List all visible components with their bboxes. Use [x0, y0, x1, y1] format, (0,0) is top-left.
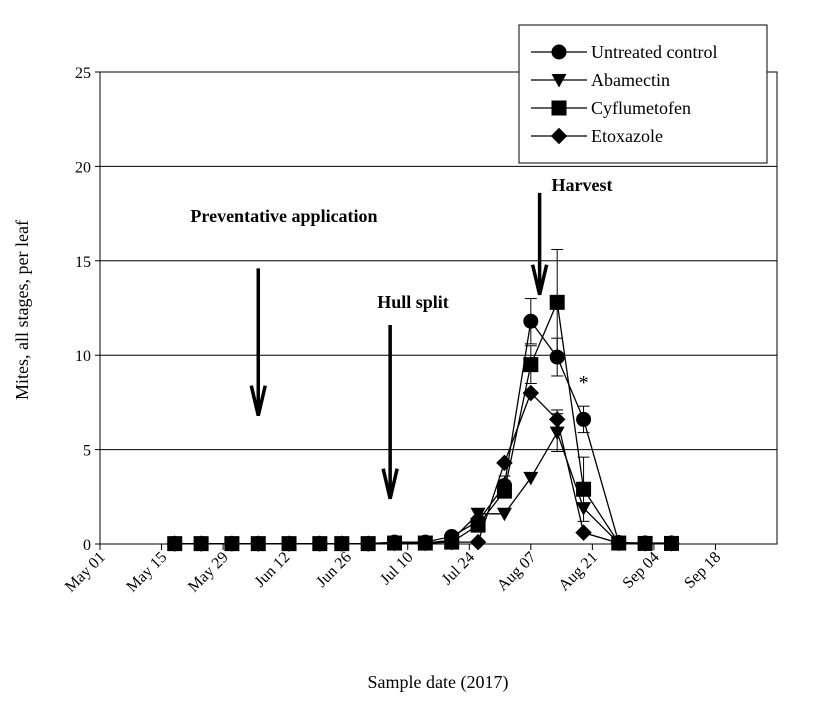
legend-marker-cyflumetofen: [551, 100, 567, 116]
series-markers: [166, 294, 680, 552]
legend-label-cyflumetofen: Cyflumetofen: [591, 98, 691, 118]
y-tick-label-10: 10: [75, 348, 91, 365]
x-tick-label-10: Sep 18: [681, 549, 724, 592]
point-etoxazole-1: [192, 535, 210, 552]
point-untreated-control-15: [576, 411, 592, 427]
y-tick-label-0: 0: [83, 537, 91, 554]
y-tick-label-20: 20: [75, 159, 91, 176]
x-tick-label-7: Aug 07: [494, 549, 540, 595]
axes: [99, 71, 778, 545]
error-bars: [498, 248, 590, 522]
point-abamectin-14: [549, 426, 565, 441]
y-tick-label-25: 25: [75, 65, 91, 82]
point-abamectin-11: [470, 507, 486, 522]
point-etoxazole-14: [548, 411, 566, 428]
point-cyflumetofen-15: [576, 481, 592, 497]
point-etoxazole-9: [417, 534, 434, 552]
point-cyflumetofen-14: [549, 294, 565, 310]
point-untreated-control-13: [523, 313, 539, 329]
y-tick-label-5: 5: [83, 443, 91, 460]
point-abamectin-15: [576, 502, 592, 516]
point-etoxazole-6: [333, 535, 351, 552]
point-etoxazole-12: [496, 454, 513, 472]
point-cyflumetofen-13: [523, 357, 539, 373]
point-cyflumetofen-12: [496, 483, 512, 499]
point-etoxazole-8: [386, 534, 403, 552]
point-etoxazole-2: [223, 535, 241, 552]
x-tick-label-9: Sep 04: [620, 549, 663, 592]
legend-label-untreated-control: Untreated control: [591, 42, 717, 62]
x-axis-label: Sample date (2017): [368, 672, 509, 693]
x-tick-label-2: May 29: [185, 549, 232, 596]
series-line-cyflumetofen: [174, 299, 672, 545]
annotation-label-1: Hull split: [377, 292, 449, 312]
point-cyflumetofen-11: [470, 517, 486, 533]
legend-marker-abamectin: [551, 74, 567, 88]
annotations: Preventative application Hull split Harves…: [190, 175, 613, 500]
x-tick-label-1: May 15: [123, 549, 170, 596]
legend-marker-untreated-control: [551, 44, 567, 60]
y-tick-label-15: 15: [75, 254, 91, 271]
point-etoxazole-17: [636, 535, 654, 552]
legend-label-etoxazole: Etoxazole: [591, 126, 663, 146]
annotation-label-0: Preventative application: [190, 206, 377, 226]
x-tick-label-8: Aug 21: [556, 549, 602, 595]
point-etoxazole-10: [443, 533, 460, 551]
legend: Untreated control Abamectin Cyflumetofen Et…: [518, 24, 768, 164]
point-etoxazole-13: [522, 384, 540, 402]
point-untreated-control-14: [549, 349, 565, 365]
y-axis-ticks: 0 5 10 15 20 25: [75, 65, 100, 554]
point-abamectin-12: [496, 507, 512, 522]
point-etoxazole-3: [250, 535, 267, 552]
point-etoxazole-18: [663, 535, 680, 552]
legend-marker-etoxazole: [550, 127, 568, 145]
x-tick-label-3: Jun 12: [252, 549, 294, 591]
point-etoxazole-4: [280, 535, 298, 552]
point-etoxazole-0: [166, 535, 183, 552]
point-abamectin-13: [523, 471, 539, 486]
plot-frame: [99, 71, 778, 545]
point-etoxazole-15: [575, 524, 592, 541]
point-etoxazole-11: [469, 533, 487, 551]
x-tick-label-6: Jul 24: [439, 549, 478, 588]
x-tick-label-5: Jul 10: [377, 549, 416, 588]
x-tick-label-4: Jun 26: [313, 549, 355, 591]
x-tick-label-0: May 01: [62, 549, 109, 596]
point-etoxazole-7: [359, 535, 377, 552]
x-axis-ticks: May 01 May 15 May 29 Jun 12 Jun 26 Jul 10 Jul …: [62, 544, 724, 596]
annotation-label-2: Harvest: [552, 175, 613, 195]
legend-label-abamectin: Abamectin: [591, 70, 670, 90]
y-axis-label: Mites, all stages, per leaf: [12, 220, 32, 400]
annotation-arrow-head-1: [381, 468, 399, 500]
annotation-asterisk: *: [579, 372, 589, 394]
point-etoxazole-5: [311, 535, 329, 552]
annotation-arrow-head-0: [249, 385, 267, 417]
series-lines: [174, 299, 672, 545]
annotation-arrow-head-2: [530, 264, 549, 296]
point-etoxazole-16: [610, 534, 627, 552]
